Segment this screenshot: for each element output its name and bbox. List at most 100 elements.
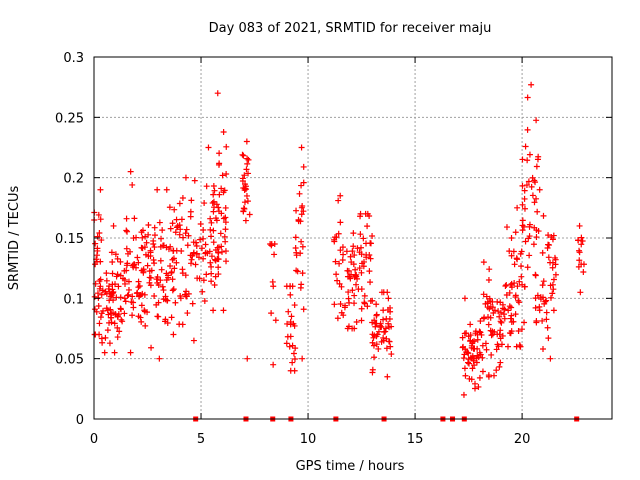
data-point <box>515 297 522 304</box>
data-point <box>531 199 538 206</box>
data-point <box>129 312 136 319</box>
data-point <box>212 215 219 222</box>
data-point <box>520 223 527 230</box>
data-point <box>144 309 151 316</box>
data-point <box>151 244 158 251</box>
data-point <box>516 342 523 349</box>
data-point <box>200 277 207 284</box>
data-point <box>482 340 489 347</box>
data-point <box>222 214 229 221</box>
data-point <box>173 216 180 223</box>
data-point <box>287 291 294 298</box>
data-point <box>486 305 493 312</box>
data-point <box>298 204 305 211</box>
axis-ticks: 0 0.05 0.1 0.15 0.2 0.25 0.3 0 5 10 15 20 <box>55 51 612 447</box>
data-point <box>497 335 504 342</box>
data-point <box>351 325 358 332</box>
data-point <box>125 250 132 257</box>
data-point <box>244 155 251 162</box>
data-point <box>494 341 501 348</box>
data-point <box>120 275 127 282</box>
data-point <box>508 318 515 325</box>
data-point <box>496 331 503 338</box>
x-tick-label: 0 <box>90 432 98 447</box>
data-point <box>239 151 246 158</box>
data-point <box>580 269 587 276</box>
data-point <box>134 254 141 261</box>
data-point <box>466 360 473 367</box>
data-point <box>208 270 215 277</box>
y-tick-label: 0.2 <box>63 172 84 187</box>
data-point <box>521 319 528 326</box>
data-point <box>576 257 583 264</box>
data-point <box>172 229 179 236</box>
data-point <box>514 204 521 211</box>
y-tick-label: 0.3 <box>63 51 84 66</box>
data-point <box>493 367 500 374</box>
data-point <box>480 315 487 322</box>
data-point <box>549 264 556 271</box>
data-point <box>479 354 486 361</box>
data-point <box>169 220 176 227</box>
data-point <box>337 300 344 307</box>
data-point <box>579 237 586 244</box>
data-point <box>345 323 352 330</box>
data-point <box>471 380 478 387</box>
data-point <box>142 322 149 329</box>
data-point <box>547 294 554 301</box>
data-point <box>184 310 191 317</box>
data-point <box>151 260 158 267</box>
data-point <box>466 375 473 382</box>
data-point <box>336 280 343 287</box>
data-point <box>290 350 297 357</box>
data-point <box>545 241 552 248</box>
data-point <box>207 259 214 266</box>
data-point <box>284 320 291 327</box>
data-point <box>539 317 546 324</box>
data-point <box>337 192 344 199</box>
data-point <box>512 311 519 318</box>
data-point <box>485 373 492 380</box>
data-point <box>337 247 344 254</box>
data-point <box>300 306 307 313</box>
data-point <box>119 318 126 325</box>
data-point <box>91 331 98 338</box>
data-point <box>380 316 387 323</box>
data-point <box>241 205 248 212</box>
data-point <box>331 238 338 245</box>
data-point <box>123 227 130 234</box>
data-point <box>463 349 470 356</box>
data-point <box>489 328 496 335</box>
data-point <box>519 182 526 189</box>
data-point <box>272 317 279 324</box>
data-point <box>289 342 296 349</box>
data-point <box>104 327 111 334</box>
data-point <box>111 320 118 327</box>
data-point <box>352 266 359 273</box>
data-point <box>168 314 175 321</box>
data-point <box>184 242 191 249</box>
data-point <box>371 354 378 361</box>
data-point <box>178 216 185 223</box>
data-point <box>526 233 533 240</box>
data-point <box>300 179 307 186</box>
data-point <box>369 369 376 376</box>
data-point <box>196 275 203 282</box>
data-point <box>139 227 146 234</box>
data-point <box>144 262 151 269</box>
data-point <box>112 251 119 258</box>
data-point <box>217 230 224 237</box>
data-point <box>208 253 215 260</box>
data-point <box>545 254 552 261</box>
data-point <box>495 308 502 315</box>
data-point <box>169 276 176 283</box>
data-point <box>380 289 387 296</box>
data-point <box>347 275 354 282</box>
data-point <box>297 250 304 257</box>
data-point <box>479 342 486 349</box>
data-point <box>367 279 374 286</box>
data-point <box>545 232 552 239</box>
data-point <box>474 352 481 359</box>
data-point <box>367 255 374 262</box>
